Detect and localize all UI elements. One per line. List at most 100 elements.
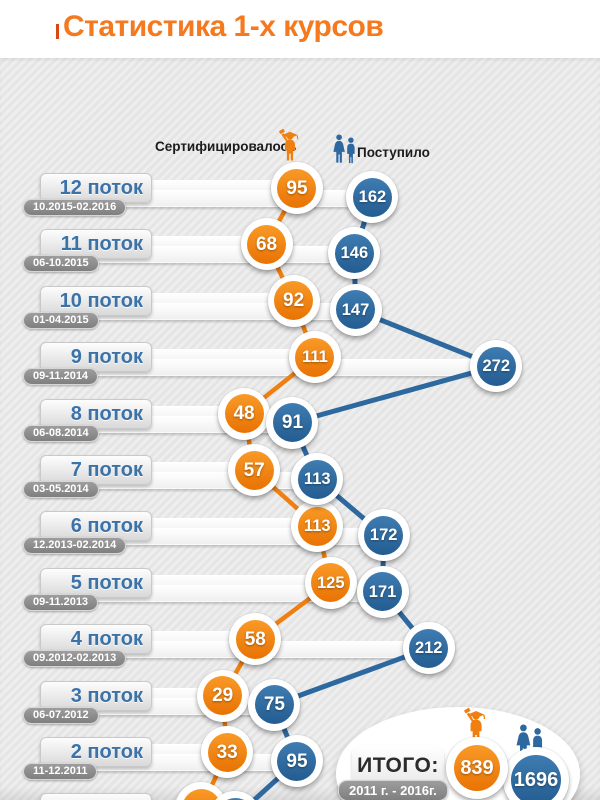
data-point-value: 57 bbox=[243, 459, 265, 481]
row-label-plate: 11 поток bbox=[40, 229, 152, 260]
row-label-plate: 5 поток bbox=[40, 567, 152, 598]
circle-face: 146 bbox=[334, 233, 374, 273]
row-title: 8 поток bbox=[70, 402, 143, 425]
circle-face: 10 bbox=[181, 788, 221, 800]
row-title: 9 поток bbox=[70, 346, 143, 369]
data-point-value: 92 bbox=[283, 290, 305, 312]
data-point-value: 48 bbox=[233, 403, 255, 425]
data-point-value: 68 bbox=[255, 233, 278, 255]
circle-face: 58 bbox=[235, 619, 275, 659]
row-title: 6 поток bbox=[70, 515, 143, 538]
legend-certified-label: Сертифицировалось bbox=[155, 139, 297, 154]
people-icon bbox=[333, 134, 355, 164]
enrolled-circle: 95 bbox=[270, 735, 323, 787]
data-point-value: 75 bbox=[263, 694, 285, 716]
total-label: ИТОГО: bbox=[357, 754, 439, 777]
row-dates-badge: 06-10.2015 bbox=[23, 255, 99, 273]
certified-circle: 33 bbox=[201, 726, 254, 778]
data-point-value: 272 bbox=[482, 356, 511, 375]
title-accent-mark bbox=[56, 24, 59, 39]
row-dates-badge: 12.2013-02.2014 bbox=[23, 537, 127, 555]
circle-face: 29 bbox=[203, 676, 243, 716]
certified-circle: 68 bbox=[240, 218, 293, 271]
total-period-badge: 2011 г. - 2016г. bbox=[338, 780, 448, 800]
data-point-value: 95 bbox=[286, 177, 308, 199]
circle-face: 95 bbox=[277, 168, 317, 208]
legend-enrolled-label: Поступило bbox=[357, 145, 430, 160]
graduate-icon bbox=[279, 129, 299, 161]
data-point-value: 171 bbox=[368, 582, 397, 601]
circle-face: 171 bbox=[363, 572, 403, 612]
total-enrolled-value: 1696 bbox=[513, 769, 559, 791]
circle-face: 111 bbox=[295, 337, 335, 377]
enrolled-circle: 113 bbox=[291, 453, 344, 505]
certified-circle: 58 bbox=[229, 613, 282, 666]
total-certified-circle: 839 bbox=[446, 737, 508, 799]
row-title: 10 поток bbox=[59, 289, 143, 312]
data-point-value: 212 bbox=[414, 638, 443, 657]
data-point-value: 125 bbox=[316, 573, 345, 592]
certified-circle: 113 bbox=[291, 500, 344, 553]
circle-face: 125 bbox=[311, 563, 351, 603]
data-point-value: 147 bbox=[341, 300, 370, 319]
certified-circle: 48 bbox=[218, 387, 271, 440]
certified-circle: 92 bbox=[267, 274, 320, 327]
enrolled-circle: 91 bbox=[266, 396, 319, 449]
circle-face: 75 bbox=[254, 685, 294, 725]
circle-face: 33 bbox=[207, 732, 247, 772]
row-dates-badge: 11-12.2011 bbox=[23, 763, 98, 780]
row-label-plate: 7 поток bbox=[40, 455, 152, 485]
row-label-plate: 8 поток bbox=[40, 398, 152, 429]
data-point-value: 58 bbox=[244, 628, 266, 650]
page-title: Статистика 1-х курсов bbox=[63, 10, 384, 43]
circle-face: 147 bbox=[336, 290, 376, 330]
row-dates-badge: 09-11.2014 bbox=[23, 368, 99, 386]
row-title: 7 поток bbox=[70, 459, 143, 481]
data-point-value: 91 bbox=[281, 412, 304, 434]
row-label-plate: 6 поток bbox=[40, 511, 152, 542]
circle-face: 172 bbox=[364, 515, 404, 555]
enrolled-circle: 146 bbox=[328, 227, 381, 280]
enrolled-circle: 172 bbox=[357, 509, 410, 562]
data-point-value: 162 bbox=[358, 187, 387, 206]
row-title: 2 поток bbox=[70, 741, 143, 763]
data-point-value: 95 bbox=[286, 750, 308, 772]
enrolled-circle: 162 bbox=[346, 171, 399, 223]
data-point-value: 113 bbox=[303, 517, 331, 536]
data-point-value: 113 bbox=[303, 469, 331, 488]
row-title: 5 поток bbox=[70, 571, 143, 594]
circle-face: 68 bbox=[247, 224, 287, 264]
row-title: 12 поток bbox=[59, 177, 143, 199]
circle-face: 91 bbox=[272, 403, 312, 443]
row-title: 4 поток bbox=[70, 628, 143, 651]
data-point-value: 10 bbox=[191, 799, 212, 800]
row-dates-badge: 09-11.2013 bbox=[23, 593, 99, 611]
row-label-plate: 1 поток bbox=[40, 793, 152, 800]
row-dates-badge: 03-05.2014 bbox=[23, 481, 99, 498]
row-dates-badge: 06-08.2014 bbox=[23, 424, 99, 442]
certified-circle: 95 bbox=[270, 162, 323, 214]
row-label-plate: 4 поток bbox=[40, 624, 152, 655]
circle-face: 113 bbox=[297, 459, 337, 499]
certified-circle: 125 bbox=[304, 556, 357, 609]
row-dates-badge: 09.2012-02.2013 bbox=[23, 650, 127, 668]
row-title: 3 поток bbox=[70, 684, 143, 707]
enrolled-circle: 147 bbox=[329, 283, 382, 336]
row-label-plate: 9 поток bbox=[40, 342, 152, 373]
row-title: 11 поток bbox=[60, 233, 143, 256]
data-point-value: 111 bbox=[302, 347, 328, 366]
circle-face: 92 bbox=[274, 281, 314, 321]
data-point-value: 146 bbox=[340, 244, 369, 263]
enrolled-circle: 272 bbox=[470, 340, 523, 393]
certified-circle: 29 bbox=[196, 669, 249, 722]
enrolled-circle: 171 bbox=[356, 565, 409, 618]
data-point-value: 172 bbox=[369, 526, 398, 545]
total-certified-value: 839 bbox=[460, 757, 494, 779]
row-dates-badge: 10.2015-02.2016 bbox=[23, 199, 127, 216]
total-enrolled-circle: 1696 bbox=[503, 747, 569, 800]
data-point-value: 29 bbox=[212, 685, 234, 707]
circle-face: 57 bbox=[234, 450, 274, 490]
enrolled-circle: 75 bbox=[248, 678, 301, 731]
row-dates-badge: 06-07.2012 bbox=[23, 706, 99, 724]
